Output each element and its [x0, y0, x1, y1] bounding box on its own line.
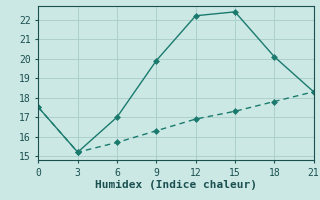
X-axis label: Humidex (Indice chaleur): Humidex (Indice chaleur) — [95, 180, 257, 190]
